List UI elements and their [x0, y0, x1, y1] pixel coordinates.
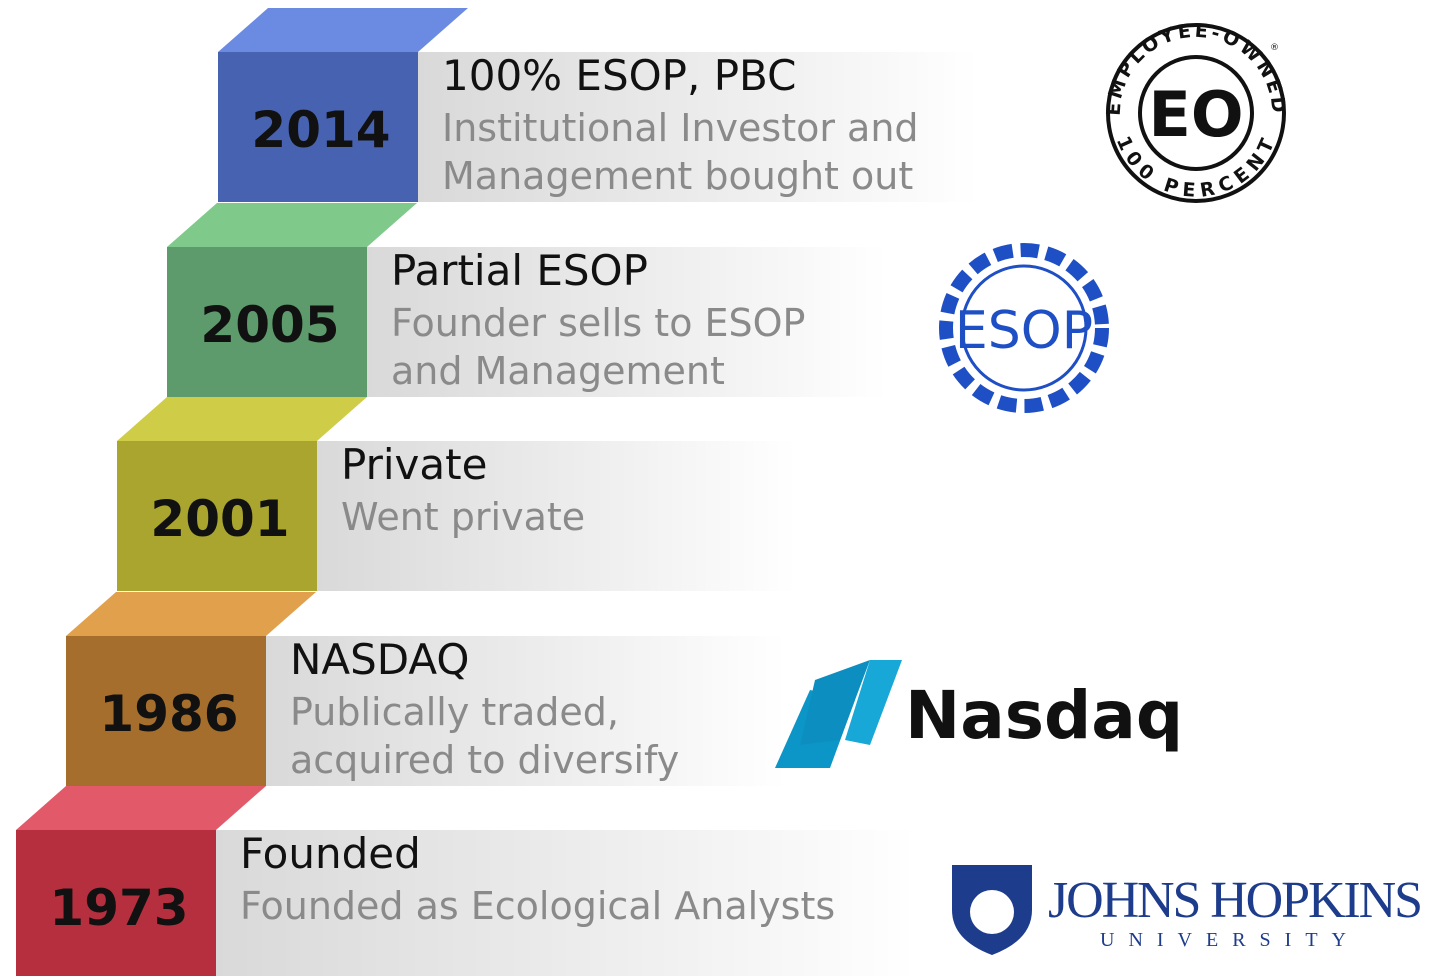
step-description: Went private	[341, 495, 585, 539]
step-description: Founded as Ecological Analysts	[240, 884, 835, 928]
step-front	[16, 830, 216, 976]
logo-registered: ®	[1270, 43, 1279, 53]
step-description: and Management	[391, 349, 725, 393]
logo-inner-ring	[960, 264, 1088, 392]
year: 2005	[200, 296, 339, 354]
logo-name: Nasdaq	[905, 677, 1183, 754]
employee-owned-logo: EMPLOYEE-OWNED 100 PERCENT EO ®	[1103, 20, 1286, 203]
logo-ring	[1106, 23, 1286, 203]
step-top	[218, 8, 468, 52]
logo-shape	[800, 660, 870, 745]
logo-center: ESOP	[955, 301, 1093, 361]
step-top	[16, 786, 266, 830]
logo-center: EO	[1148, 78, 1243, 151]
year: 1973	[49, 879, 188, 937]
jhu-logo: JOHNS HOPKINS UNIVERSITY	[952, 865, 1423, 955]
step-description: Management bought out	[442, 154, 913, 198]
logo-sub: UNIVERSITY	[1100, 929, 1360, 951]
logo-name: JOHNS HOPKINS	[1048, 872, 1423, 929]
text-band	[266, 636, 786, 786]
step-front	[218, 52, 418, 202]
step-front	[167, 247, 367, 397]
year: 2014	[251, 101, 390, 159]
logo-shape	[845, 660, 902, 745]
step-title: 100% ESOP, PBC	[442, 51, 796, 100]
logo-seal	[970, 890, 1014, 934]
steps: 2014 100% ESOP, PBC Institutional Investor…	[16, 8, 978, 976]
logo-ring	[939, 243, 1109, 413]
step-title: NASDAQ	[290, 635, 469, 684]
text-band	[418, 52, 978, 202]
step-description: Publically traded,	[290, 690, 619, 734]
year: 2001	[150, 490, 289, 548]
step-description: Founder sells to ESOP	[391, 301, 805, 345]
text-band	[367, 247, 887, 397]
step-top	[117, 397, 367, 441]
step-top	[167, 203, 417, 247]
step-front	[117, 441, 317, 591]
step-title: Private	[341, 440, 487, 489]
nasdaq-logo: Nasdaq	[775, 660, 1183, 768]
text-band	[216, 830, 916, 976]
year: 1986	[99, 685, 238, 743]
esop-logo: ESOP	[939, 243, 1109, 413]
logo-inner-ring	[1138, 55, 1254, 171]
text-band	[317, 441, 797, 591]
step-description: acquired to diversify	[290, 738, 679, 782]
step-description: Institutional Investor and	[442, 106, 919, 150]
step-title: Founded	[240, 829, 421, 878]
step-top	[66, 592, 316, 636]
step-title: Partial ESOP	[391, 246, 648, 295]
step-front	[66, 636, 266, 786]
